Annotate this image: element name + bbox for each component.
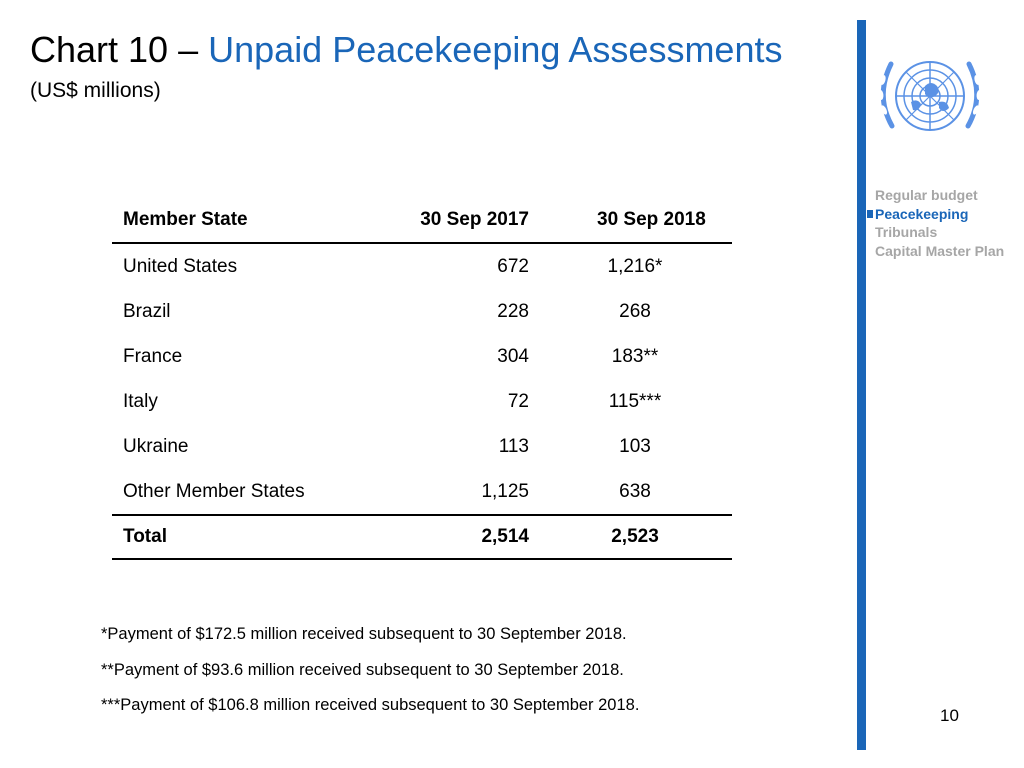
column-header-member-state: Member State	[112, 198, 383, 244]
page-title: Chart 10 – Unpaid Peacekeeping Assessmen…	[30, 28, 782, 72]
value-2018-cell: 268	[529, 289, 732, 334]
total-2018-cell: 2,523	[529, 514, 732, 560]
table-row: France 304 183**	[112, 334, 732, 379]
table-row: Ukraine 113 103	[112, 424, 732, 469]
page-number: 10	[940, 706, 959, 725]
value-2018-text: 115***	[608, 390, 662, 412]
footnote: *Payment of $172.5 million received subs…	[101, 625, 627, 643]
table-total-row: Total 2,514 2,523	[112, 514, 732, 560]
title-lead: Chart 10 –	[30, 29, 199, 70]
footnote: **Payment of $93.6 million received subs…	[101, 660, 624, 679]
table-row: Brazil 228 268	[112, 289, 732, 334]
value-2018-text: 268	[619, 300, 651, 322]
value-2017-cell: 304	[497, 345, 529, 367]
section-nav: Regular budget Peacekeeping Tribunals Ca…	[866, 186, 1005, 261]
value-2018-cell: 638	[529, 469, 732, 515]
table-row: Other Member States 1,125 638	[112, 469, 732, 515]
column-header-2017: 30 Sep 2017	[383, 198, 529, 244]
member-state-cell: Brazil	[123, 300, 171, 322]
member-state-cell: Ukraine	[123, 435, 189, 457]
member-state-cell: United States	[123, 255, 238, 277]
column-header-2018: 30 Sep 2018	[529, 198, 732, 244]
nav-item-regular-budget[interactable]: Regular budget	[875, 187, 978, 203]
table-header-row: Member State 30 Sep 2017 30 Sep 2018	[112, 198, 732, 244]
title-accent: Unpaid Peacekeeping Assessments	[208, 29, 783, 70]
footnote: ***Payment of $106.8 million received su…	[101, 696, 640, 714]
value-2018-text: 183**	[611, 345, 659, 367]
total-label-cell: Total	[112, 514, 383, 560]
column-header-2018-label: 30 Sep 2018	[597, 209, 706, 230]
value-2017-cell: 113	[498, 435, 529, 457]
value-2017-cell: 672	[497, 255, 529, 277]
member-state-cell: France	[123, 345, 183, 367]
assessments-table: Member State 30 Sep 2017 30 Sep 2018 Uni…	[112, 198, 732, 560]
total-2017-cell: 2,514	[383, 514, 529, 560]
value-2018-cell: 103	[529, 424, 732, 469]
un-emblem-icon	[867, 40, 993, 152]
value-2017-cell: 72	[507, 390, 529, 412]
value-2017-cell: 1,125	[481, 480, 529, 502]
value-2017-cell: 228	[497, 300, 529, 322]
member-state-cell: Italy	[123, 390, 158, 412]
nav-item-tribunals[interactable]: Tribunals	[875, 224, 938, 241]
value-2018-cell: 115***	[529, 379, 732, 424]
table-row: United States 672 1,216*	[112, 243, 732, 289]
value-2018-cell: 183**	[529, 334, 732, 379]
value-2018-text: 638	[619, 480, 651, 502]
value-2018-cell: 1,216*	[529, 243, 732, 289]
value-2018-text: 103	[619, 435, 651, 457]
page-subtitle: (US$ millions)	[30, 79, 161, 102]
value-2018-text: 1,216*	[607, 255, 663, 277]
total-2018-text: 2,523	[611, 526, 659, 547]
table-row: Italy 72 115***	[112, 379, 732, 424]
member-state-cell: Other Member States	[123, 480, 305, 502]
nav-item-capital-master-plan[interactable]: Capital Master Plan	[875, 243, 1005, 260]
nav-item-peacekeeping[interactable]: Peacekeeping	[866, 205, 1004, 224]
footnotes: *Payment of $172.5 million received subs…	[101, 617, 639, 724]
vertical-divider-bar	[857, 20, 866, 750]
